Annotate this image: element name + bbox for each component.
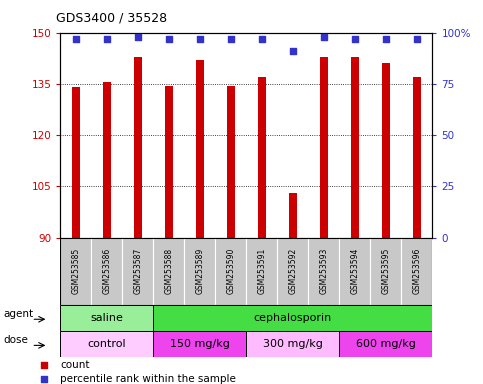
Text: percentile rank within the sample: percentile rank within the sample xyxy=(60,374,236,384)
Text: GDS3400 / 35528: GDS3400 / 35528 xyxy=(56,12,167,25)
Bar xyxy=(289,193,297,238)
Point xyxy=(258,36,266,42)
Bar xyxy=(60,305,154,331)
Text: dose: dose xyxy=(3,335,28,345)
Bar xyxy=(351,56,359,238)
Text: 600 mg/kg: 600 mg/kg xyxy=(356,339,416,349)
Text: GSM253589: GSM253589 xyxy=(195,248,204,295)
Point xyxy=(72,36,80,42)
Text: GSM253587: GSM253587 xyxy=(133,248,142,295)
Text: 150 mg/kg: 150 mg/kg xyxy=(170,339,230,349)
Text: count: count xyxy=(60,360,89,370)
Bar xyxy=(60,238,91,305)
Text: GSM253594: GSM253594 xyxy=(350,248,359,295)
Point xyxy=(165,36,173,42)
Point xyxy=(351,36,359,42)
Bar xyxy=(165,86,173,238)
Text: GSM253585: GSM253585 xyxy=(71,248,80,295)
Bar xyxy=(134,56,142,238)
Text: 300 mg/kg: 300 mg/kg xyxy=(263,339,323,349)
Bar xyxy=(185,238,215,305)
Point xyxy=(40,376,48,382)
Bar xyxy=(91,238,122,305)
Point xyxy=(227,36,235,42)
Bar xyxy=(339,238,370,305)
Point xyxy=(134,34,142,40)
Bar xyxy=(103,82,111,238)
Point xyxy=(320,34,327,40)
Bar xyxy=(370,238,401,305)
Text: control: control xyxy=(87,339,126,349)
Bar xyxy=(60,331,154,357)
Bar xyxy=(215,238,246,305)
Text: GSM253593: GSM253593 xyxy=(319,248,328,295)
Point xyxy=(382,36,390,42)
Bar xyxy=(246,331,339,357)
Text: GSM253595: GSM253595 xyxy=(381,248,390,295)
Text: GSM253592: GSM253592 xyxy=(288,248,298,295)
Bar xyxy=(277,238,308,305)
Bar xyxy=(122,238,154,305)
Text: GSM253590: GSM253590 xyxy=(227,248,235,295)
Bar xyxy=(308,238,339,305)
Text: cephalosporin: cephalosporin xyxy=(254,313,332,323)
Bar xyxy=(227,86,235,238)
Bar xyxy=(382,63,390,238)
Point xyxy=(413,36,421,42)
Point xyxy=(40,362,48,368)
Bar xyxy=(246,238,277,305)
Bar xyxy=(258,77,266,238)
Text: GSM253586: GSM253586 xyxy=(102,248,112,295)
Text: GSM253588: GSM253588 xyxy=(164,248,173,295)
Point xyxy=(103,36,111,42)
Bar xyxy=(196,60,204,238)
Bar xyxy=(154,331,246,357)
Text: saline: saline xyxy=(90,313,123,323)
Bar xyxy=(154,238,185,305)
Point xyxy=(289,48,297,54)
Bar xyxy=(401,238,432,305)
Bar xyxy=(320,56,327,238)
Bar xyxy=(339,331,432,357)
Bar xyxy=(154,305,432,331)
Text: GSM253591: GSM253591 xyxy=(257,248,266,295)
Point xyxy=(196,36,204,42)
Text: agent: agent xyxy=(3,309,33,319)
Bar xyxy=(413,77,421,238)
Text: GSM253596: GSM253596 xyxy=(412,248,421,295)
Bar xyxy=(72,87,80,238)
